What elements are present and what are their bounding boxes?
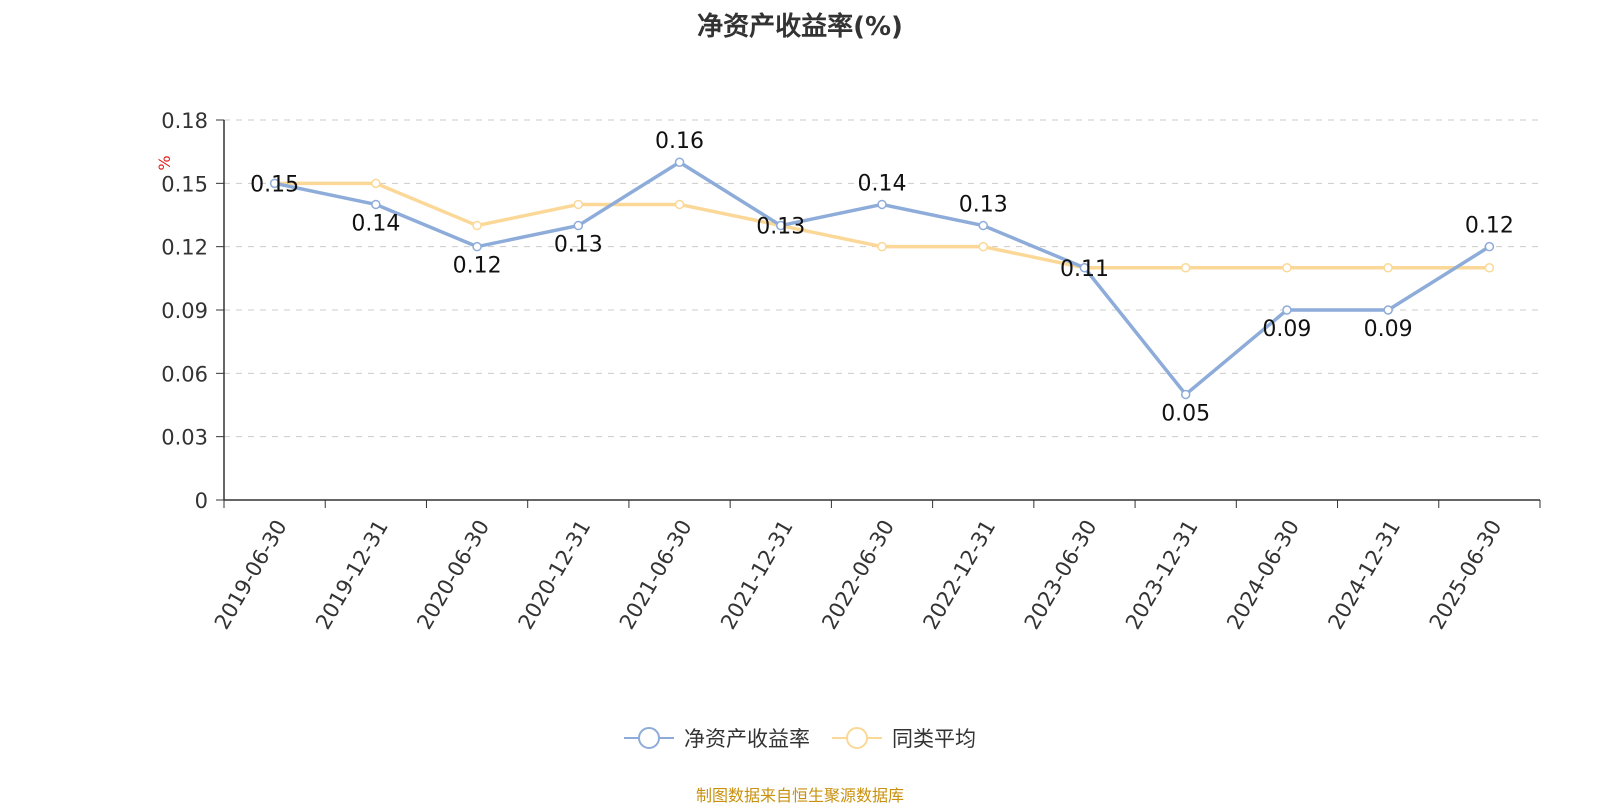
y-tick-label: 0.18 [161, 109, 208, 133]
series-1-point [674, 157, 685, 167]
series-2-point [371, 178, 381, 189]
x-tick-label: 2019-06-30 [210, 516, 292, 634]
data-label: 0.13 [756, 215, 805, 240]
series-1-point [269, 178, 280, 189]
y-tick-label: 0.12 [161, 236, 208, 260]
x-axis: 2019-06-30 2019-12-31 2020-06-30 2020-12-31… [210, 499, 1541, 634]
legend-line-marker-icon [624, 727, 674, 749]
x-tick-label: 2024-06-30 [1222, 516, 1304, 634]
series-2-point [1282, 263, 1292, 273]
legend-item-series-2[interactable]: 同类平均 [832, 723, 976, 753]
series-2-point [472, 220, 482, 231]
data-label: 0.13 [554, 233, 603, 258]
series-2-point [1180, 263, 1191, 273]
y-tick-label: 0.03 [161, 426, 208, 450]
legend-line-marker-icon [832, 727, 882, 749]
data-label: 0.09 [1364, 317, 1413, 342]
chart-title: 净资产收益率(%) [697, 12, 903, 42]
series-2-point [1383, 263, 1393, 273]
x-tick-label: 2021-12-31 [716, 516, 798, 634]
series-1-point [1079, 263, 1090, 273]
data-label: 0.12 [453, 254, 502, 279]
series-2-point [877, 241, 887, 252]
series-2-point [1484, 263, 1495, 273]
data-label: 0.09 [1262, 317, 1311, 342]
y-tick-label: 0.15 [161, 172, 208, 196]
y-tick-label: 0.06 [161, 362, 208, 386]
x-tick-label: 2020-06-30 [412, 516, 494, 634]
x-tick-label: 2021-06-30 [615, 516, 697, 634]
legend-label-series-1: 净资产收益率 [684, 727, 810, 751]
series-1-point [776, 220, 786, 231]
series-1-point [1484, 241, 1495, 252]
data-label: 0.11 [1060, 257, 1109, 282]
series-layer [269, 157, 1495, 400]
grid-lines [224, 119, 1540, 438]
x-tick-label: 2020-12-31 [514, 516, 596, 634]
x-tick-label: 2025-06-30 [1425, 516, 1507, 634]
data-label: 0.14 [351, 211, 400, 236]
x-tick-label: 2023-12-31 [1121, 516, 1203, 634]
data-label: 0.12 [1465, 214, 1514, 239]
data-labels-layer: 0.15 0.14 0.12 0.13 0.16 0.13 0.14 0.13 0.11 0.05… [250, 129, 1514, 426]
legend-label-series-2: 同类平均 [892, 727, 976, 751]
legend: 净资产收益率 同类平均 [0, 723, 1600, 753]
data-label: 0.13 [959, 193, 1008, 218]
data-label: 0.05 [1161, 401, 1210, 426]
data-source-note: 制图数据来自恒生聚源数据库 [695, 786, 904, 805]
series-1-point [1180, 389, 1191, 400]
series-2-point [674, 199, 685, 210]
series-1-point [1282, 305, 1292, 315]
series-1-point [573, 220, 584, 231]
x-tick-label: 2024-12-31 [1323, 516, 1405, 634]
series-2-point [978, 241, 988, 252]
y-axis-unit-label: % [155, 155, 174, 170]
series-1-point [472, 241, 482, 252]
y-tick-label: 0.09 [161, 299, 208, 323]
x-tick-label: 2019-12-31 [311, 516, 393, 634]
x-tick-label: 2022-12-31 [918, 516, 1000, 634]
series-1-point [978, 220, 988, 231]
data-label: 0.16 [655, 129, 704, 154]
y-tick-label: 0 [195, 489, 208, 513]
series-1-point [371, 199, 381, 210]
series-1-point [1383, 305, 1393, 315]
line-chart: 0 0.03 0.06 0.09 0.12 0.15 0.18% 2019-06-30 201… [155, 109, 1541, 634]
series-1-point [877, 199, 887, 210]
data-label: 0.15 [250, 172, 299, 197]
series-2-point [573, 199, 584, 210]
x-tick-label: 2023-06-30 [1020, 516, 1102, 634]
data-label: 0.14 [858, 171, 907, 196]
x-tick-label: 2022-06-30 [817, 516, 899, 634]
legend-item-series-1[interactable]: 净资产收益率 [624, 723, 810, 753]
y-axis: 0 0.03 0.06 0.09 0.12 0.15 0.18% [155, 109, 225, 513]
